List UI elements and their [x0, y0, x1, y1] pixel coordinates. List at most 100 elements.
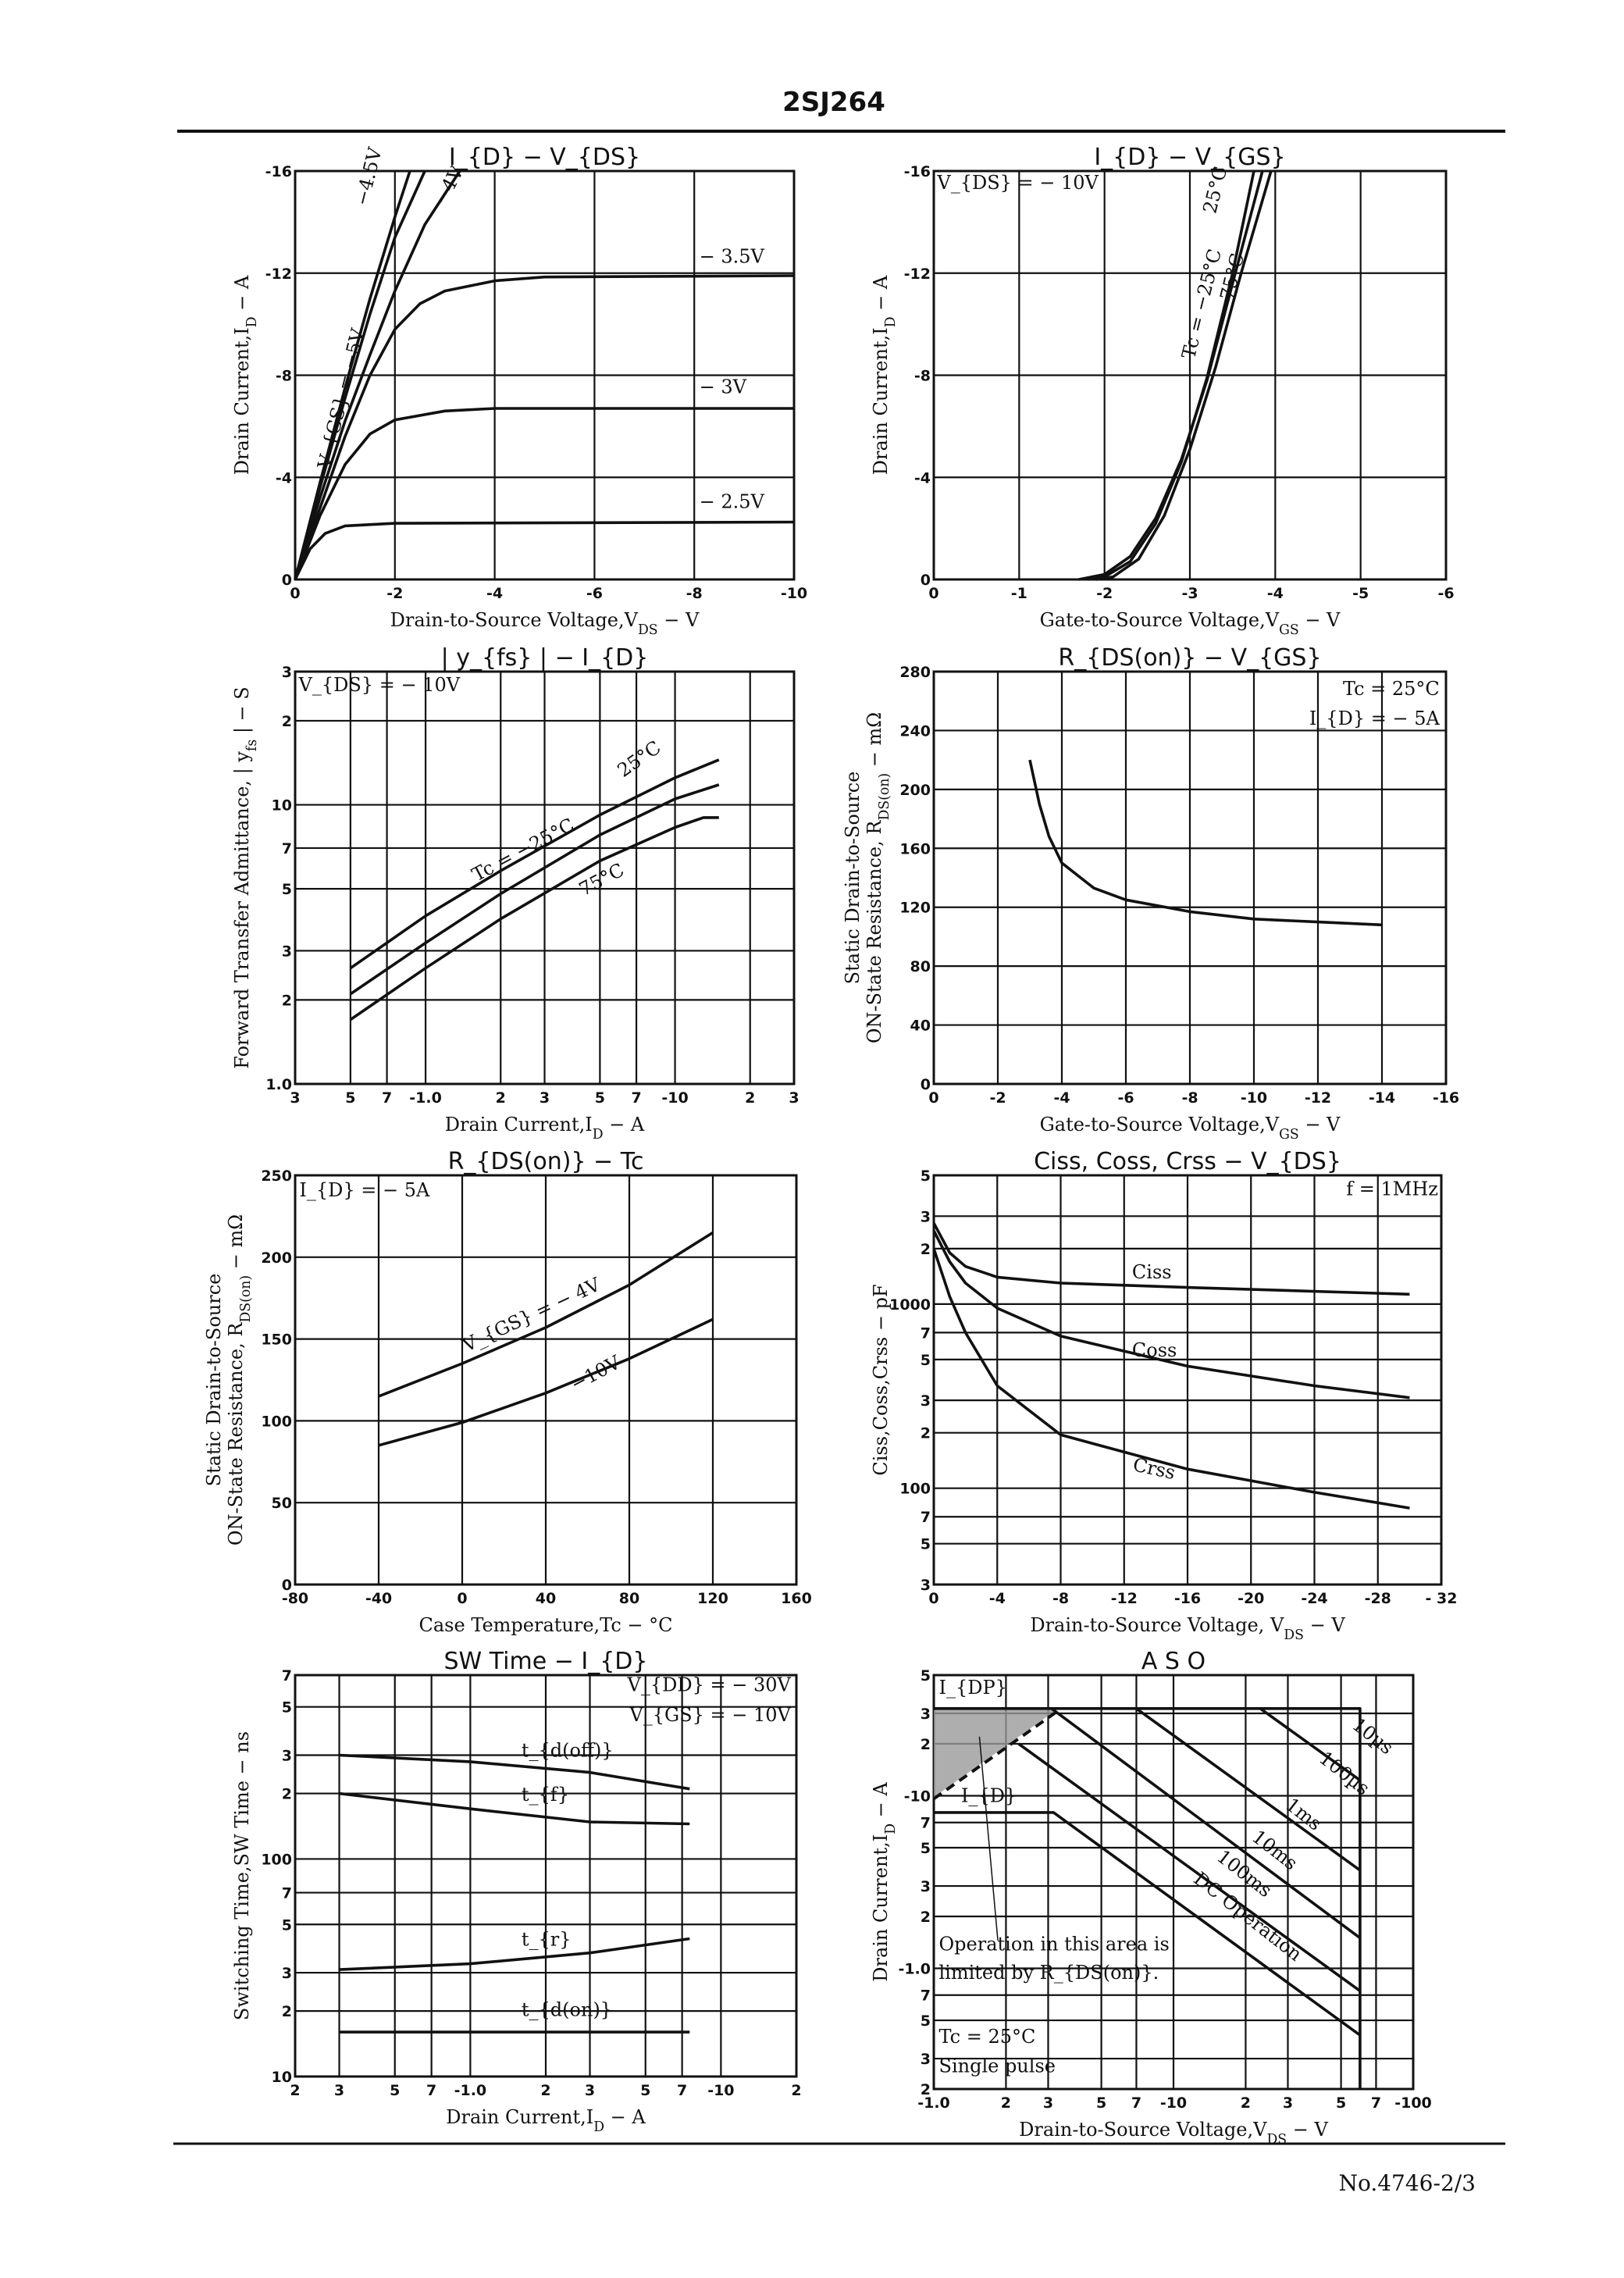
y-tick-label: 3 [921, 1208, 931, 1225]
series-line-3 [349, 816, 719, 1021]
chart-annotation: V_{GS} = − 4V [458, 1273, 604, 1356]
x-tick-label: -16 [1174, 1590, 1201, 1607]
chart-annotation: t_{f} [522, 1784, 569, 1806]
y-tick-label: 5 [921, 1667, 931, 1684]
chart-annotation: − 3V [700, 376, 747, 397]
x-tick-label: -10 [1241, 1089, 1267, 1107]
x-tick-label: -28 [1365, 1590, 1391, 1607]
x-tick-label: -10 [707, 2082, 734, 2099]
series-line-1 [349, 758, 720, 970]
chart-annotation: 10µs [1348, 1713, 1398, 1759]
x-tick-label: 2 [745, 1089, 755, 1107]
x-tick-label: 3 [1043, 2094, 1053, 2112]
y-tick-label: 3 [282, 1748, 292, 1765]
y-tick-label: 3 [921, 2051, 931, 2068]
y-tick-label: -10 [904, 1788, 931, 1805]
x-tick-label: -80 [282, 1590, 308, 1607]
chart-annotation: −10V [567, 1351, 625, 1396]
x-tick-label: -12 [1111, 1590, 1138, 1607]
y-tick-label: 10 [272, 2069, 292, 2086]
x-axis-label: Drain-to-Source Voltage,VDS − V [390, 609, 700, 638]
chart-4: 0 -2 -4 -6 -8 -10 -12 -14 -16 0 40 80 120 160 200 240 28… [842, 644, 1459, 1143]
chart-annotation: V_{DS} = − 10V [936, 172, 1099, 194]
chart-annotation: Ciss [1132, 1261, 1172, 1283]
y-tick-label: 3 [921, 1577, 931, 1594]
y-tick-label: -4 [914, 469, 931, 487]
y-tick-label: -12 [904, 266, 931, 283]
chart-6: 0 -4 -8 -12 -16 -20 -24 -28 - 32 3 5 7 100 2 3 5 7 1000 2 3… [870, 1148, 1457, 1643]
y-tick-label: 100 [261, 1851, 292, 1868]
x-tick-label: -1.0 [409, 1089, 442, 1107]
x-tick-label: 3 [585, 2082, 595, 2099]
chart-annotation: t_{d(on)} [522, 1998, 612, 2020]
y-tick-label: 5 [921, 1168, 931, 1185]
chart-annotation: −4.5V [351, 144, 386, 208]
chart-annotation: t_{d(off)} [522, 1740, 614, 1762]
series-line-4 [1050, 1707, 1361, 1940]
x-tick-label: 3 [1283, 2094, 1293, 2112]
chart-title: Ciss, Coss, Crss − V_{DS} [1034, 1148, 1341, 1175]
x-axis-label: Drain Current,ID − A [445, 1114, 645, 1143]
y-tick-label: -8 [276, 368, 292, 385]
page-reference: No.4746-2/3 [1338, 2170, 1476, 2196]
y-tick-label: 0 [282, 572, 292, 589]
y-tick-label: 2 [921, 1425, 931, 1442]
x-tick-label: -14 [1369, 1089, 1395, 1107]
x-axis-label: Gate-to-Source Voltage,VGS − V [1040, 1114, 1341, 1143]
x-tick-label: 7 [1131, 2094, 1141, 2112]
y-tick-label: 7 [282, 1885, 292, 1902]
plot-frame [932, 1174, 1443, 1586]
x-tick-label: 2 [496, 1089, 506, 1107]
series-line-2 [1078, 170, 1264, 581]
y-tick-label: 160 [899, 840, 931, 857]
x-tick-label: 5 [345, 1089, 355, 1107]
chart-title: | y_{fs} | − I_{D} [441, 644, 649, 672]
x-tick-label: -1.0 [917, 2094, 950, 2112]
y-tick-label: 2 [921, 1241, 931, 1258]
y-tick-label: 5 [921, 1840, 931, 1857]
x-tick-label: 3 [334, 2082, 344, 2099]
x-tick-label: 2 [791, 2082, 801, 2099]
x-tick-label: -2 [1096, 585, 1113, 602]
y-tick-label: 2 [282, 2003, 292, 2020]
x-tick-label: 3 [290, 1089, 300, 1107]
plot-frame [932, 1674, 1415, 2091]
y-tick-label: 250 [261, 1168, 292, 1185]
x-tick-label: -10 [1160, 2094, 1187, 2112]
y-tick-label: 0 [282, 1577, 292, 1594]
chart-annotation: f = 1MHz [1346, 1178, 1438, 1200]
x-tick-label: 0 [928, 1089, 938, 1107]
y-tick-label: 2 [282, 1786, 292, 1803]
x-tick-label: -5 [1352, 585, 1369, 602]
chart-title: R_{DS(on)} − Tc [448, 1148, 644, 1175]
x-tick-label: -4 [486, 585, 503, 602]
chart-annotation: 25°C [614, 736, 665, 782]
y-axis-label: Static Drain-to-Source [842, 772, 864, 985]
y-tick-label: 5 [282, 881, 292, 898]
y-axis-label: ON-State Resistance, RDS(on) − mΩ [864, 712, 892, 1043]
chart-annotation: V_{DS} = − 10V [298, 674, 461, 696]
x-axis-label: Case Temperature,Tc − °C [419, 1614, 673, 1636]
x-tick-label: 7 [382, 1089, 392, 1107]
x-tick-label: -4 [1053, 1089, 1070, 1107]
x-tick-label: 7 [677, 2082, 687, 2099]
y-tick-label: 80 [910, 958, 931, 975]
x-tick-label: -6 [586, 585, 603, 602]
y-tick-label: 2 [921, 2081, 931, 2098]
x-tick-label: 120 [697, 1590, 728, 1607]
x-tick-label: 2 [1001, 2094, 1011, 2112]
y-tick-label: 3 [921, 1878, 931, 1895]
x-tick-label: -40 [365, 1590, 392, 1607]
y-tick-label: 100 [261, 1413, 292, 1430]
series-line-2 [1259, 1707, 1361, 1782]
chart-title: A S O [1141, 1648, 1206, 1675]
series-line-3 [339, 1937, 690, 1971]
chart-title: R_{DS(on)} − V_{GS} [1058, 644, 1321, 672]
series-line-6 [934, 1811, 1361, 2037]
y-tick-label: 5 [921, 1536, 931, 1553]
chart-title: I_{D} − V_{DS} [449, 144, 640, 171]
x-tick-label: 2 [540, 2082, 550, 2099]
series-line-7 [932, 1707, 1063, 1801]
chart-annotation: Single pulse [939, 2055, 1056, 2077]
